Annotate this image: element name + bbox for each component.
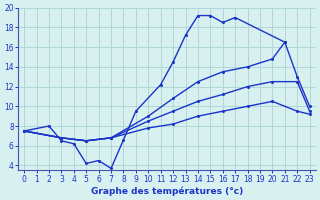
X-axis label: Graphe des températures (°c): Graphe des températures (°c) bbox=[91, 186, 243, 196]
